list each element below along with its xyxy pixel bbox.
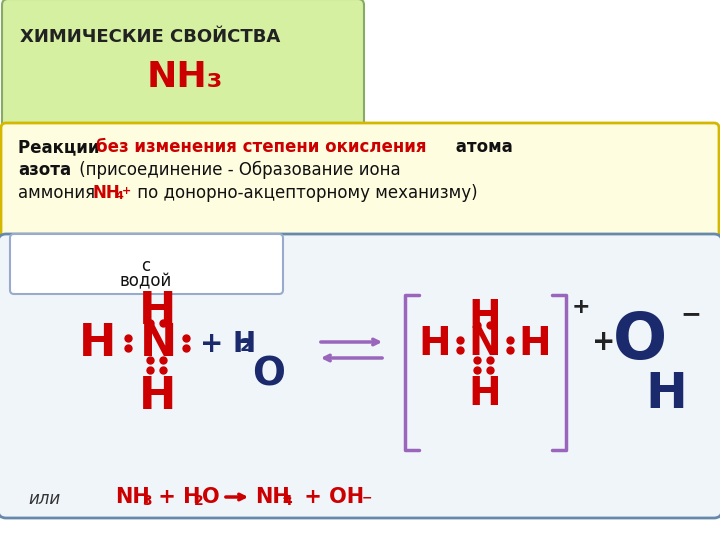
FancyBboxPatch shape: [0, 234, 720, 518]
Text: водой: водой: [120, 272, 172, 290]
Text: 2: 2: [240, 337, 253, 355]
Text: + H: + H: [151, 487, 200, 507]
Text: + OH: + OH: [297, 487, 364, 507]
Text: H: H: [139, 375, 176, 418]
Text: H: H: [139, 290, 176, 333]
Text: или: или: [28, 490, 60, 508]
Text: по донорно-акцепторному механизму): по донорно-акцепторному механизму): [132, 184, 477, 202]
FancyBboxPatch shape: [2, 0, 364, 129]
Text: H: H: [469, 375, 501, 413]
FancyBboxPatch shape: [10, 234, 283, 294]
Text: +: +: [122, 186, 131, 196]
Text: атома: атома: [450, 138, 513, 156]
Text: без изменения степени окисления: без изменения степени окисления: [96, 138, 426, 156]
Text: NH: NH: [255, 487, 289, 507]
Text: азота: азота: [18, 161, 71, 179]
Text: (присоединение - Образование иона: (присоединение - Образование иона: [74, 161, 400, 179]
Text: 4: 4: [115, 191, 123, 201]
Text: NH: NH: [115, 487, 150, 507]
Text: с: с: [141, 257, 150, 275]
Text: +: +: [592, 328, 616, 356]
Text: ХИМИЧЕСКИЕ СВОЙСТВА: ХИМИЧЕСКИЕ СВОЙСТВА: [20, 28, 280, 46]
Text: O: O: [613, 310, 667, 372]
Text: NH: NH: [92, 184, 120, 202]
FancyBboxPatch shape: [1, 123, 719, 243]
Text: аммония: аммония: [18, 184, 100, 202]
Text: + H: + H: [200, 330, 256, 358]
Text: +: +: [282, 492, 292, 505]
Text: N: N: [469, 325, 501, 363]
Text: H: H: [469, 298, 501, 336]
Text: H: H: [419, 325, 451, 363]
Text: +: +: [572, 297, 590, 317]
Text: 4: 4: [282, 494, 292, 508]
Text: −: −: [680, 302, 701, 326]
Text: O: O: [202, 487, 220, 507]
Text: Реакции: Реакции: [18, 138, 105, 156]
Text: N: N: [140, 322, 176, 365]
Text: 2: 2: [194, 494, 204, 508]
Text: H: H: [518, 325, 552, 363]
Text: H: H: [645, 370, 687, 418]
Text: −: −: [362, 492, 372, 505]
Text: H: H: [79, 322, 117, 365]
Text: NH₃: NH₃: [147, 60, 223, 94]
Text: 3: 3: [142, 494, 152, 508]
Text: O: O: [252, 355, 285, 393]
